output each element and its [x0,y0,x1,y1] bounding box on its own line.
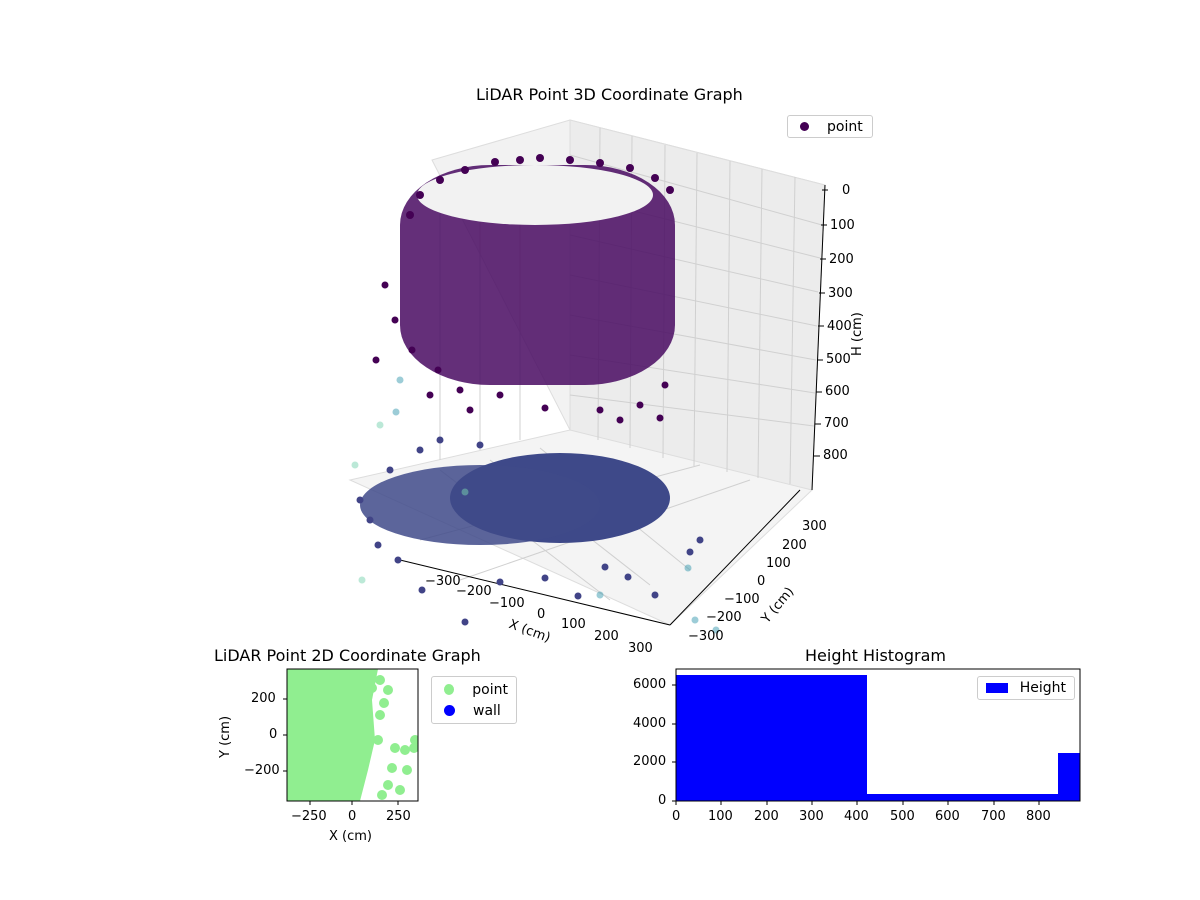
z-tick: 200 [829,252,854,267]
legend-label: Height [1019,680,1066,696]
y-tick: 0 [658,793,667,808]
legend-marker [444,705,455,716]
z-tick: 600 [825,384,850,399]
legend-3d: point [787,115,873,138]
legend-marker [800,122,809,131]
x-tick: 600 [935,809,960,824]
legend-marker [444,684,455,695]
chart-3d-title: LiDAR Point 3D Coordinate Graph [476,85,743,104]
z-tick: 100 [830,218,855,233]
z-tick: 500 [826,352,851,367]
y-tick: 200 [782,538,807,553]
x-tick: 200 [754,809,779,824]
x-tick: 300 [799,809,824,824]
histogram-title: Height Histogram [805,646,946,665]
wall-points [400,165,675,385]
legend-histogram: Height [977,676,1075,700]
x-tick: 400 [844,809,869,824]
x-tick: 500 [890,809,915,824]
z-tick: 700 [824,416,849,431]
x-axis-label: X (cm) [329,829,372,844]
x-tick: 250 [386,809,411,824]
y-tick: 4000 [633,716,667,731]
z-tick: 400 [827,319,852,334]
legend-label: point [472,681,508,698]
x-tick: −100 [489,596,525,611]
legend-label: point [827,118,863,135]
x-tick: 100 [561,617,586,632]
y-tick: −300 [688,629,724,644]
x-tick: 0 [537,607,546,622]
y-tick: 200 [251,691,276,706]
legend-2d: point wall [431,676,517,724]
x-tick: −250 [291,809,327,824]
y-tick: 6000 [633,677,667,692]
z-tick: 800 [823,448,848,463]
x-tick: 0 [348,809,357,824]
x-tick: 800 [1026,809,1051,824]
chart-2d-title: LiDAR Point 2D Coordinate Graph [214,646,481,665]
x-tick: −200 [456,584,492,599]
x-tick: 100 [708,809,733,824]
y-tick: 2000 [633,754,667,769]
x-tick: 700 [981,809,1006,824]
y-tick: −100 [724,592,760,607]
y-tick: 300 [802,519,827,534]
y-tick: 0 [757,574,766,589]
x-tick: 200 [594,629,619,644]
y-tick: 100 [766,556,791,571]
z-tick: 300 [828,286,853,301]
z-tick: 0 [842,183,851,198]
legend-marker [986,683,1008,693]
floor-points [351,376,720,634]
y-tick: 0 [269,727,278,742]
x-tick: −300 [425,574,461,589]
y-tick: −200 [706,610,742,625]
x-tick: 300 [628,641,653,656]
y-tick: −200 [244,763,280,778]
x-tick: 0 [672,809,681,824]
legend-label: wall [473,702,501,719]
